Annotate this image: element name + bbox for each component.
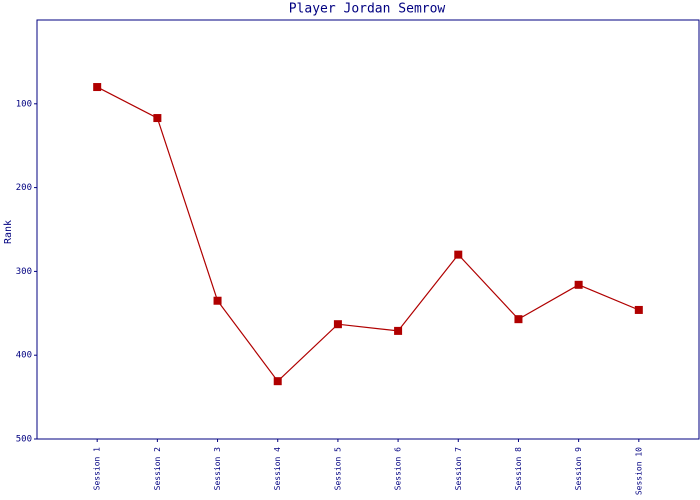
point-marker <box>333 320 342 329</box>
x-tick-label: Session 8 <box>514 447 523 491</box>
point-marker <box>574 280 583 289</box>
series-line <box>96 86 640 383</box>
point-marker <box>153 114 162 123</box>
y-tick-label: 300 <box>16 267 32 277</box>
y-tick-label: 400 <box>16 351 32 361</box>
chart-title: Player Jordan Semrow <box>289 2 446 17</box>
y-axis-label: Rank <box>3 220 14 244</box>
point-marker <box>394 326 403 335</box>
x-tick-label: Session 10 <box>634 447 643 495</box>
x-tick-label: Session 4 <box>273 447 282 491</box>
y-tick-label: 200 <box>16 183 32 193</box>
point-marker <box>213 296 222 305</box>
x-tick-label: Session 7 <box>454 447 463 491</box>
y-tick-label: 500 <box>16 435 32 445</box>
point-marker <box>514 315 523 324</box>
x-tick-label: Session 9 <box>574 447 583 491</box>
x-tick-label: Session 6 <box>394 447 403 491</box>
plot-frame <box>36 19 700 440</box>
point-marker <box>93 83 102 92</box>
y-tick-label: 100 <box>16 99 32 109</box>
x-tick-label: Session 5 <box>333 447 342 491</box>
point-marker <box>634 305 643 314</box>
point-marker <box>454 250 463 259</box>
x-tick-label: Session 3 <box>213 447 222 491</box>
x-tick-label: Session 1 <box>93 447 102 491</box>
point-marker <box>273 377 282 386</box>
x-tick-label: Session 2 <box>153 447 162 491</box>
